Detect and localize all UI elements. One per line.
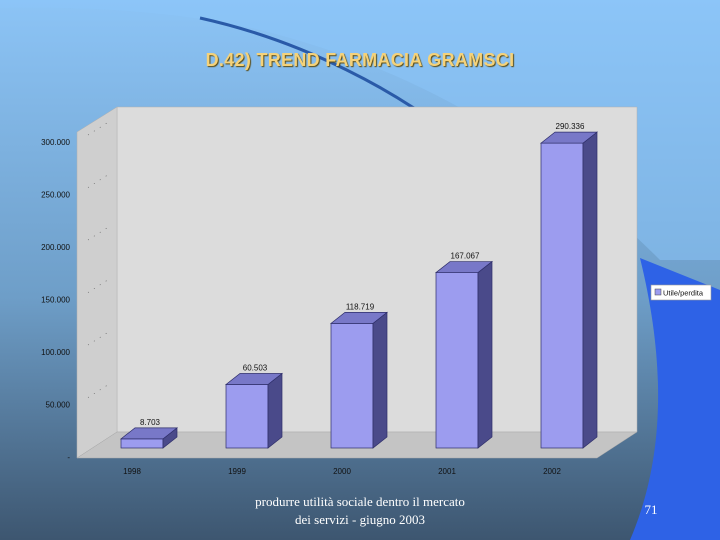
data-label: 167.067 bbox=[451, 252, 480, 261]
bar bbox=[119, 427, 179, 449]
bar bbox=[224, 372, 284, 449]
x-axis-tick-labels: 1998 1999 2000 2001 2002 bbox=[123, 467, 561, 476]
legend-box bbox=[650, 284, 712, 301]
wall-tick-marks bbox=[87, 120, 111, 398]
bar-top bbox=[224, 373, 284, 385]
legend-swatch bbox=[654, 288, 662, 296]
page-number: 71 bbox=[644, 502, 658, 517]
y-axis-tick-labels: - 50.000 100.000 150.000 200.000 250.000 300.0… bbox=[41, 138, 70, 462]
bars-group bbox=[119, 131, 599, 449]
footer-text: produrre utilità sociale dentro il merca… bbox=[255, 494, 465, 527]
y-tick-label: 150.000 bbox=[41, 296, 70, 305]
bar-top bbox=[119, 427, 179, 440]
y-tick-label: 200.000 bbox=[41, 243, 70, 252]
data-labels: 8.703 60.503 118.719 167.067 290.336 bbox=[140, 122, 585, 427]
wall-tick-mark bbox=[87, 278, 111, 293]
data-label: 60.503 bbox=[243, 363, 268, 372]
y-tick-label: 100.000 bbox=[41, 348, 70, 357]
y-tick-label: 50.000 bbox=[46, 401, 71, 410]
bar-top bbox=[329, 311, 389, 324]
bar-front bbox=[330, 322, 374, 449]
bar-front bbox=[435, 272, 479, 449]
bar-front bbox=[225, 384, 269, 449]
legend-label: Utile/perdita bbox=[663, 289, 704, 298]
y-tick-label: 300.000 bbox=[41, 138, 70, 147]
bar-side bbox=[477, 260, 493, 449]
wall-tick-mark bbox=[87, 330, 111, 346]
bar-top bbox=[539, 131, 599, 144]
wall-tick-mark bbox=[87, 225, 111, 241]
legend: Utile/perdita bbox=[650, 284, 712, 301]
slide-title: D.42) TREND FARMACIA GRAMSCI bbox=[205, 50, 515, 70]
wall-tick-mark bbox=[87, 120, 111, 136]
y-tick-label: 250.000 bbox=[41, 191, 70, 200]
x-tick-label: 1999 bbox=[228, 467, 246, 476]
y-tick-label: - bbox=[67, 453, 70, 462]
wall-tick-mark bbox=[87, 383, 111, 398]
bar bbox=[434, 260, 494, 449]
bar bbox=[329, 311, 389, 449]
data-label: 118.719 bbox=[346, 302, 375, 311]
x-tick-label: 2000 bbox=[333, 467, 351, 476]
bar-front bbox=[120, 438, 164, 449]
x-tick-label: 2002 bbox=[543, 467, 561, 476]
chart-side-wall bbox=[76, 106, 118, 459]
bar-top bbox=[434, 261, 494, 273]
x-tick-label: 1998 bbox=[123, 467, 141, 476]
data-label: 290.336 bbox=[556, 122, 585, 131]
bar-side bbox=[582, 131, 598, 449]
bar-front bbox=[540, 142, 584, 449]
bar-side bbox=[267, 372, 283, 449]
wall-tick-mark bbox=[87, 173, 111, 188]
bar bbox=[539, 131, 599, 449]
data-label: 8.703 bbox=[140, 418, 161, 427]
bar-side bbox=[372, 311, 388, 449]
x-tick-label: 2001 bbox=[438, 467, 456, 476]
